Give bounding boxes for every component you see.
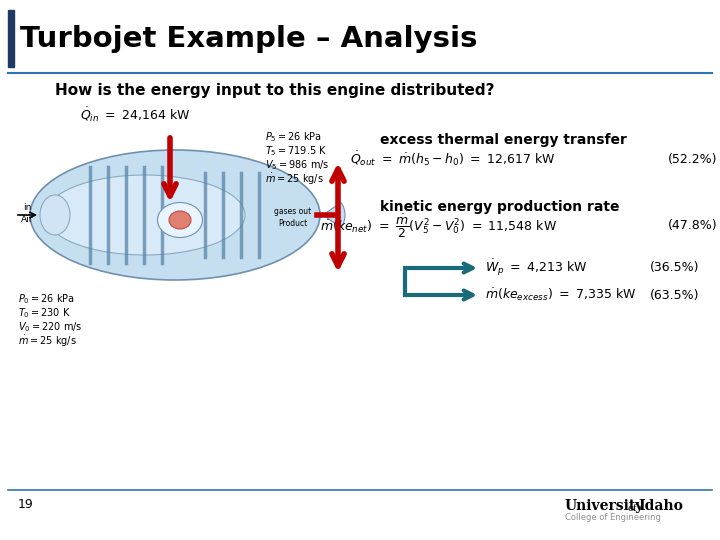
Text: $V_0 = 220\ \mathrm{m/s}$: $V_0 = 220\ \mathrm{m/s}$ [18,320,83,334]
Text: Air: Air [21,215,33,225]
Wedge shape [323,202,345,228]
Text: $\dot{m}(ke_{net})\ =\ \dfrac{\dot{m}}{2}(V_5^2 - V_0^2)\ =\ 11{,}548\ \mathrm{k: $\dot{m}(ke_{net})\ =\ \dfrac{\dot{m}}{2… [320,212,557,240]
Text: $V_5 = 986\ \mathrm{m/s}$: $V_5 = 986\ \mathrm{m/s}$ [265,158,330,172]
Ellipse shape [30,150,320,280]
Text: $T_5 = 719.5\ \mathrm{K}$: $T_5 = 719.5\ \mathrm{K}$ [265,144,328,158]
Text: gases out: gases out [274,207,312,217]
Text: excess thermal energy transfer: excess thermal energy transfer [380,133,627,147]
Text: $T_0 = 230\ \mathrm{K}$: $T_0 = 230\ \mathrm{K}$ [18,306,71,320]
Text: How is the energy input to this engine distributed?: How is the energy input to this engine d… [55,83,495,98]
Text: College of Engineering: College of Engineering [565,514,661,523]
Text: $\dot{Q}_{in}\ =\ 24{,}164\ \mathrm{kW}$: $\dot{Q}_{in}\ =\ 24{,}164\ \mathrm{kW}$ [80,105,190,124]
Text: 19: 19 [18,497,34,510]
Ellipse shape [40,195,70,235]
Text: Product: Product [279,219,307,227]
Text: $P_5 = 26\ \mathrm{kPa}$: $P_5 = 26\ \mathrm{kPa}$ [265,130,322,144]
Text: $\dot{m} = 25\ \mathrm{kg/s}$: $\dot{m} = 25\ \mathrm{kg/s}$ [265,172,324,187]
Ellipse shape [45,175,245,255]
Text: of: of [628,504,637,513]
Text: $P_0 = 26\ \mathrm{kPa}$: $P_0 = 26\ \mathrm{kPa}$ [18,292,75,306]
Text: (63.5%): (63.5%) [650,288,700,301]
Text: Turbojet Example – Analysis: Turbojet Example – Analysis [20,25,477,53]
Text: in: in [23,204,31,213]
Text: $\dot{m}(ke_{excess})\ =\ 7{,}335\ \mathrm{kW}$: $\dot{m}(ke_{excess})\ =\ 7{,}335\ \math… [485,287,636,303]
Text: $\dot{m} = 25\ \mathrm{kg/s}$: $\dot{m} = 25\ \mathrm{kg/s}$ [18,334,77,349]
Text: (47.8%): (47.8%) [668,219,718,233]
Text: kinetic energy production rate: kinetic energy production rate [380,200,619,214]
Text: (52.2%): (52.2%) [668,152,718,165]
Text: University: University [565,499,644,513]
Text: $\dot{W}_p\ =\ 4{,}213\ \mathrm{kW}$: $\dot{W}_p\ =\ 4{,}213\ \mathrm{kW}$ [485,258,588,278]
Text: Idaho: Idaho [638,499,683,513]
Text: $\dot{Q}_{out}\ =\ \dot{m}(h_5 - h_0)\ =\ 12{,}617\ \mathrm{kW}$: $\dot{Q}_{out}\ =\ \dot{m}(h_5 - h_0)\ =… [350,150,556,168]
Text: (36.5%): (36.5%) [650,261,700,274]
Bar [8,10,14,67]
Ellipse shape [158,202,202,238]
Ellipse shape [169,211,191,229]
